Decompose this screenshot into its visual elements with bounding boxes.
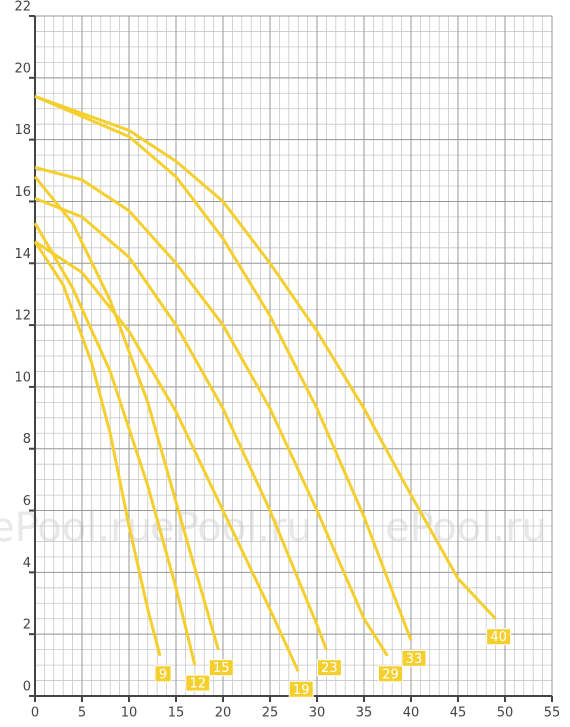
legend-label: 29 bbox=[382, 667, 399, 682]
y-tick-label: 4 bbox=[23, 556, 31, 571]
legend-label: 23 bbox=[321, 661, 338, 676]
curve bbox=[34, 166, 389, 657]
curve bbox=[34, 94, 413, 641]
watermark: ePool.ru bbox=[385, 505, 547, 551]
y-tick-label: 16 bbox=[14, 185, 31, 200]
curve bbox=[34, 94, 497, 620]
curve bbox=[33, 240, 162, 657]
y-tick-label: 2 bbox=[23, 618, 31, 633]
y-tick-label: 0 bbox=[23, 680, 31, 695]
x-tick-label: 45 bbox=[450, 706, 467, 721]
legend-label: 40 bbox=[490, 630, 507, 645]
x-tick-label: 55 bbox=[544, 706, 561, 721]
x-tick-label: 35 bbox=[356, 706, 373, 721]
x-tick-label: 15 bbox=[168, 706, 185, 721]
x-tick-label: 40 bbox=[403, 706, 420, 721]
y-tick-label: 10 bbox=[14, 370, 31, 385]
x-tick-label: 25 bbox=[262, 706, 279, 721]
legend-label: 9 bbox=[159, 667, 167, 682]
y-tick-label: 12 bbox=[14, 309, 31, 324]
legend-label: 19 bbox=[293, 683, 310, 698]
legend-label: 15 bbox=[213, 661, 230, 676]
legend-box bbox=[378, 665, 403, 683]
legend-box bbox=[208, 659, 234, 677]
x-tick-label: 0 bbox=[31, 706, 39, 721]
x-tick-label: 20 bbox=[215, 706, 232, 721]
y-tick-label: 8 bbox=[23, 432, 31, 447]
x-tick-label: 10 bbox=[121, 706, 138, 721]
legend-box bbox=[154, 665, 172, 683]
legend-label: 33 bbox=[406, 652, 423, 667]
legend-box bbox=[316, 659, 342, 677]
y-tick-label: 20 bbox=[14, 61, 31, 76]
y-tick-label: 6 bbox=[23, 494, 31, 509]
legend-box bbox=[288, 680, 314, 698]
legend-box bbox=[401, 649, 427, 667]
curve bbox=[34, 196, 328, 651]
legend-box bbox=[486, 628, 512, 646]
curve bbox=[34, 240, 300, 672]
curve bbox=[33, 222, 197, 666]
y-tick-label: 14 bbox=[14, 247, 31, 262]
x-tick-label: 30 bbox=[309, 706, 326, 721]
legend-label: 12 bbox=[190, 677, 207, 692]
x-tick-label: 50 bbox=[497, 706, 514, 721]
y-tick-label: 18 bbox=[14, 123, 31, 138]
curve bbox=[33, 175, 220, 651]
x-tick-label: 5 bbox=[78, 706, 86, 721]
y-tick-label: 22 bbox=[14, 0, 31, 15]
legend-box bbox=[185, 674, 211, 692]
